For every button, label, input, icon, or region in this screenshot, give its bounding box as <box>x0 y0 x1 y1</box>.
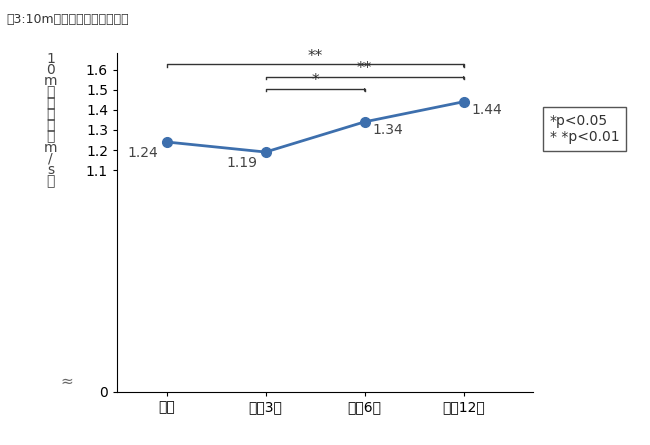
Text: m: m <box>44 141 57 154</box>
Text: ≈: ≈ <box>60 374 73 389</box>
Text: **: ** <box>307 49 322 64</box>
Text: 行: 行 <box>46 96 55 110</box>
Text: 歩: 歩 <box>46 85 55 99</box>
Text: 1.24: 1.24 <box>128 146 159 160</box>
Text: 1: 1 <box>46 52 55 66</box>
Text: *p<0.05
* *p<0.01: *p<0.05 * *p<0.01 <box>550 114 619 145</box>
Text: 1.34: 1.34 <box>372 123 403 137</box>
Text: /: / <box>48 152 53 166</box>
Text: 1.19: 1.19 <box>227 156 257 170</box>
Text: 1.44: 1.44 <box>472 103 502 117</box>
Text: 度: 度 <box>46 118 55 132</box>
Text: ）: ） <box>46 174 55 188</box>
Text: 0: 0 <box>46 63 55 77</box>
Text: 図3:10m歩行速度の経時的変化: 図3:10m歩行速度の経時的変化 <box>6 13 129 26</box>
Text: （: （ <box>46 129 55 143</box>
Text: **: ** <box>357 61 372 76</box>
Text: *: * <box>311 73 319 88</box>
Text: m: m <box>44 74 57 88</box>
Text: 速: 速 <box>46 107 55 121</box>
Text: s: s <box>47 163 54 177</box>
